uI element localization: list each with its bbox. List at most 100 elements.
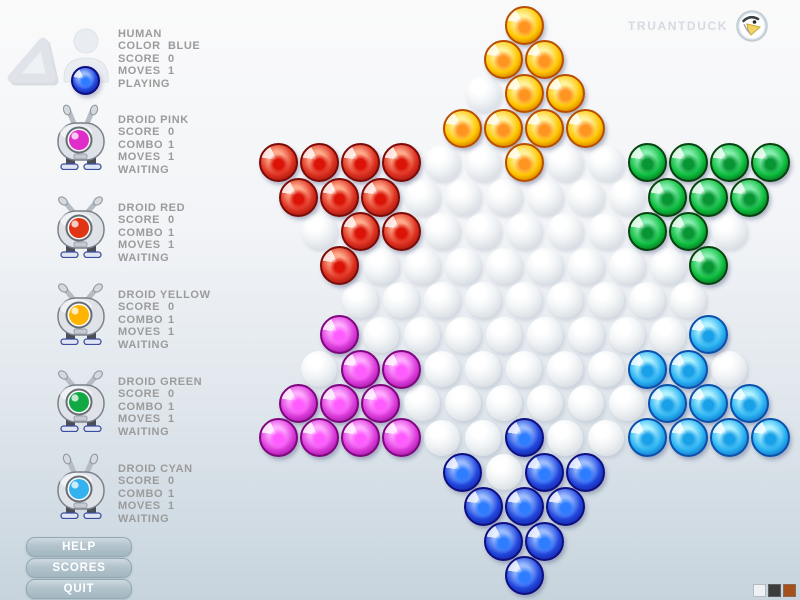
marble-yellow[interactable] [484, 39, 523, 79]
marble-magenta[interactable] [340, 418, 380, 458]
board-hole[interactable] [362, 247, 399, 284]
marble-cyan[interactable] [648, 383, 687, 423]
board-hole[interactable] [403, 179, 440, 215]
quit-button[interactable]: QUIT [26, 579, 132, 599]
board-hole[interactable] [403, 247, 440, 284]
marble-magenta[interactable] [320, 315, 359, 355]
board-hole[interactable] [608, 247, 645, 284]
theme-swatch-light[interactable] [753, 584, 766, 597]
board-hole[interactable] [485, 316, 522, 353]
marble-cyan[interactable] [750, 418, 790, 458]
turn-arrow-button[interactable] [5, 32, 61, 91]
board-hole[interactable] [526, 385, 563, 422]
marble-blue[interactable] [463, 487, 503, 527]
marble-cyan[interactable] [627, 349, 667, 389]
board-hole[interactable] [608, 179, 645, 215]
board-hole[interactable] [547, 419, 583, 456]
board-hole[interactable] [465, 213, 501, 250]
board-hole[interactable] [588, 419, 624, 456]
marble-magenta[interactable] [258, 418, 298, 458]
marble-blue[interactable] [484, 521, 523, 561]
board-hole[interactable] [424, 213, 460, 250]
theme-swatch-orange[interactable] [783, 584, 796, 597]
board-hole[interactable] [547, 213, 583, 250]
board-hole[interactable] [506, 213, 542, 250]
board-hole[interactable] [342, 282, 378, 319]
marble-yellow[interactable] [504, 5, 544, 45]
marble-blue[interactable] [566, 452, 605, 492]
board-hole[interactable] [670, 282, 706, 319]
marble-blue[interactable] [504, 487, 544, 527]
marble-cyan[interactable] [730, 383, 769, 423]
board-hole[interactable] [567, 247, 604, 284]
marble-yellow[interactable] [504, 74, 544, 114]
marble-green[interactable] [689, 246, 728, 286]
board-hole[interactable] [465, 419, 501, 456]
board-hole[interactable] [506, 351, 542, 387]
board-hole[interactable] [485, 454, 522, 491]
marble-green[interactable] [668, 143, 708, 183]
board-hole[interactable] [649, 247, 686, 284]
marble-magenta[interactable] [361, 383, 400, 423]
board-hole[interactable] [588, 282, 624, 319]
board-hole[interactable] [629, 282, 665, 319]
marble-magenta[interactable] [381, 418, 421, 458]
marble-yellow[interactable] [566, 108, 605, 148]
marble-magenta[interactable] [279, 383, 318, 423]
marble-red[interactable] [258, 143, 298, 183]
marble-red[interactable] [381, 211, 421, 251]
board-hole[interactable] [465, 144, 501, 181]
marble-blue[interactable] [443, 452, 482, 492]
marble-red[interactable] [320, 177, 359, 217]
marble-red[interactable] [320, 246, 359, 286]
board-hole[interactable] [403, 385, 440, 422]
marble-yellow[interactable] [443, 108, 482, 148]
marble-red[interactable] [381, 143, 421, 183]
marble-blue[interactable] [525, 521, 564, 561]
marble-magenta[interactable] [340, 349, 380, 389]
board-hole[interactable] [403, 316, 440, 353]
board-hole[interactable] [711, 213, 747, 250]
help-button[interactable]: HELP [26, 537, 132, 557]
board-hole[interactable] [547, 282, 583, 319]
marble-yellow[interactable] [525, 39, 564, 79]
marble-green[interactable] [689, 177, 728, 217]
marble-red[interactable] [361, 177, 400, 217]
marble-red[interactable] [299, 143, 339, 183]
marble-green[interactable] [750, 143, 790, 183]
marble-yellow[interactable] [525, 108, 564, 148]
marble-red[interactable] [340, 211, 380, 251]
marble-green[interactable] [648, 177, 687, 217]
board-hole[interactable] [444, 385, 481, 422]
board-hole[interactable] [567, 385, 604, 422]
marble-cyan[interactable] [709, 418, 749, 458]
board-hole[interactable] [588, 351, 624, 387]
board-hole[interactable] [547, 351, 583, 387]
marble-cyan[interactable] [689, 383, 728, 423]
board-hole[interactable] [465, 282, 501, 319]
board-hole[interactable] [424, 282, 460, 319]
board-hole[interactable] [608, 385, 645, 422]
board-hole[interactable] [465, 75, 501, 112]
marble-yellow[interactable] [504, 143, 544, 183]
board-hole[interactable] [526, 179, 563, 215]
board-hole[interactable] [301, 351, 337, 387]
board-hole[interactable] [485, 247, 522, 284]
board-hole[interactable] [424, 419, 460, 456]
scores-button[interactable]: SCORES [26, 558, 132, 578]
board-hole[interactable] [444, 179, 481, 215]
board-hole[interactable] [485, 179, 522, 215]
board-hole[interactable] [567, 316, 604, 353]
marble-yellow[interactable] [484, 108, 523, 148]
board-hole[interactable] [362, 316, 399, 353]
board-hole[interactable] [485, 385, 522, 422]
marble-cyan[interactable] [689, 315, 728, 355]
board-hole[interactable] [506, 282, 542, 319]
marble-magenta[interactable] [320, 383, 359, 423]
theme-swatch-dark[interactable] [768, 584, 781, 597]
marble-magenta[interactable] [299, 418, 339, 458]
marble-red[interactable] [340, 143, 380, 183]
board-hole[interactable] [588, 144, 624, 181]
marble-green[interactable] [730, 177, 769, 217]
marble-cyan[interactable] [668, 349, 708, 389]
